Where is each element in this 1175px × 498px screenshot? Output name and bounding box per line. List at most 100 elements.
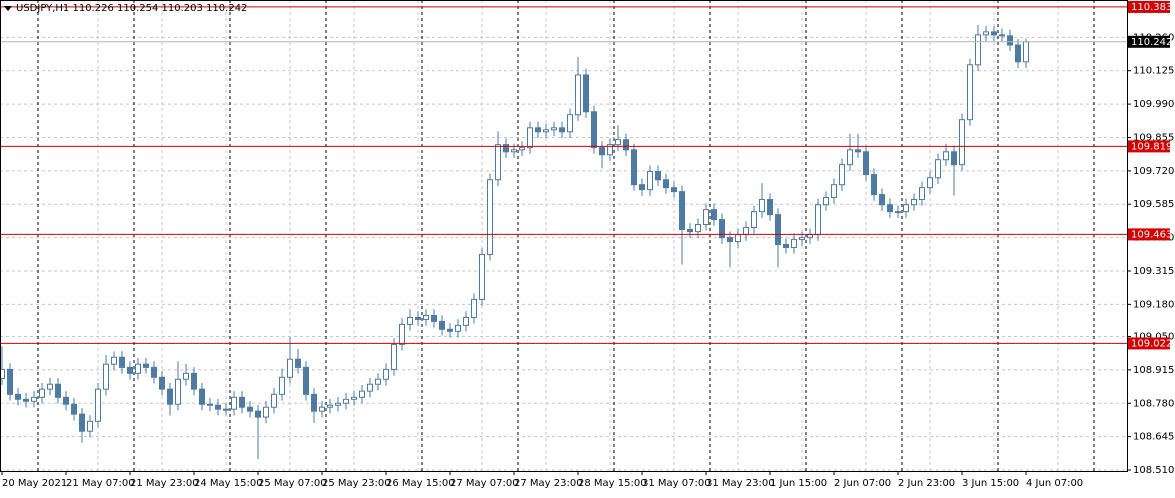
level-label-box <box>1128 140 1170 153</box>
candle-body <box>151 366 157 378</box>
x-tick-label: 25 May 23:00 <box>322 478 391 489</box>
candle-body <box>511 149 517 153</box>
candle-body <box>719 219 725 239</box>
candle-body <box>855 149 861 153</box>
candle-body <box>711 209 717 221</box>
candle-body <box>391 343 397 370</box>
candle-body <box>263 406 269 418</box>
candle-body <box>759 199 765 213</box>
candle-body <box>79 413 85 432</box>
candle-body <box>7 368 13 395</box>
candle-body <box>71 403 77 415</box>
candle-body <box>191 372 197 390</box>
candle-body <box>791 239 797 248</box>
candle-body <box>647 171 653 191</box>
candle-body <box>535 127 541 133</box>
x-tick-label: 28 May 15:00 <box>578 478 647 489</box>
candle-body <box>415 316 421 320</box>
candle-body <box>159 376 165 390</box>
y-tick-label: 109.585 <box>1133 199 1174 210</box>
level-label-box <box>1128 337 1170 350</box>
x-tick-label: 4 Jun 07:00 <box>1026 478 1083 489</box>
candle-body <box>271 393 277 408</box>
candle-body <box>735 234 741 243</box>
candle-body <box>287 358 293 378</box>
candle-body <box>207 403 213 406</box>
candle-body <box>399 323 405 345</box>
candle-body <box>279 376 285 395</box>
candle-body <box>631 149 637 186</box>
y-tick-label: 108.645 <box>1133 432 1174 443</box>
x-tick-label: 2 Jun 23:00 <box>898 478 955 489</box>
candle-body <box>623 139 629 151</box>
candle-body <box>247 406 253 412</box>
candle-body <box>815 204 821 236</box>
candle-body <box>551 127 557 131</box>
candle-body <box>143 363 149 368</box>
candle-body <box>23 398 29 402</box>
candle-body <box>935 159 941 179</box>
candle-body <box>503 144 509 153</box>
y-tick-label: 108.510 <box>1133 465 1174 476</box>
candle-body <box>639 184 645 191</box>
candle-body <box>879 194 885 206</box>
level-label: 110.383 <box>1131 2 1172 13</box>
candle-body <box>783 244 789 248</box>
candle-body <box>375 378 381 385</box>
candle-body <box>823 197 829 206</box>
x-tick-label: 3 Jun 15:00 <box>962 478 1019 489</box>
candle-body <box>39 388 45 398</box>
x-tick-label: 21 May 07:00 <box>66 478 135 489</box>
candle-body <box>615 139 621 146</box>
candle-body <box>703 209 709 225</box>
candle-body <box>903 204 909 213</box>
candle-body <box>223 408 229 411</box>
candle-body <box>655 171 661 181</box>
candle-body <box>0 368 5 380</box>
x-tick-label: 1 Jun 15:00 <box>770 478 827 489</box>
candle-body <box>31 396 37 402</box>
candle-body <box>495 144 501 181</box>
y-tick-label: 109.050 <box>1133 331 1174 342</box>
candle-body <box>695 223 701 233</box>
candle-body <box>367 383 373 392</box>
candle-body <box>327 404 333 408</box>
candle-body <box>311 393 317 412</box>
candle-body <box>943 151 949 161</box>
candle-body <box>167 388 173 405</box>
candle-body <box>839 164 845 186</box>
y-tick-label: 109.855 <box>1133 132 1174 143</box>
y-tick-label: 109.990 <box>1133 99 1174 110</box>
y-tick-label: 108.780 <box>1133 398 1174 409</box>
candle-body <box>871 174 877 196</box>
candle-body <box>343 398 349 404</box>
candle-body <box>383 368 389 380</box>
candle-body <box>1023 41 1029 63</box>
candle-body <box>975 34 981 66</box>
level-label: 109.463 <box>1131 229 1172 240</box>
candle-body <box>175 378 181 405</box>
candle-body <box>807 234 813 239</box>
candle-body <box>231 396 237 410</box>
candle-body <box>463 316 469 326</box>
candle-body <box>455 324 461 332</box>
candle-body <box>119 356 125 368</box>
current-price-box <box>1128 35 1170 48</box>
candle-body <box>911 199 917 206</box>
candle-body <box>127 366 133 374</box>
marks <box>0 24 1029 460</box>
candle-body <box>255 410 261 418</box>
candle-body <box>447 328 453 332</box>
candle-body <box>567 114 573 133</box>
overlay: 110.383 109.819 109.463 109.022 110.242 <box>0 0 1172 350</box>
candle-body <box>479 253 485 300</box>
x-tick-label: 26 May 15:00 <box>386 478 455 489</box>
candle-body <box>967 64 973 121</box>
candle-body <box>951 151 957 166</box>
candle-body <box>679 191 685 230</box>
candle-body <box>199 388 205 405</box>
candle-body <box>687 228 693 233</box>
menu-triangle <box>4 6 12 11</box>
x-tick-label: 27 May 23:00 <box>514 478 583 489</box>
x-tick-label: 21 May 23:00 <box>130 478 199 489</box>
